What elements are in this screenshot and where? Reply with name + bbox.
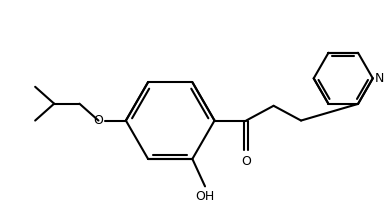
Text: O: O <box>241 155 251 168</box>
Text: N: N <box>375 72 384 85</box>
Text: O: O <box>93 114 103 127</box>
Text: OH: OH <box>195 190 215 203</box>
